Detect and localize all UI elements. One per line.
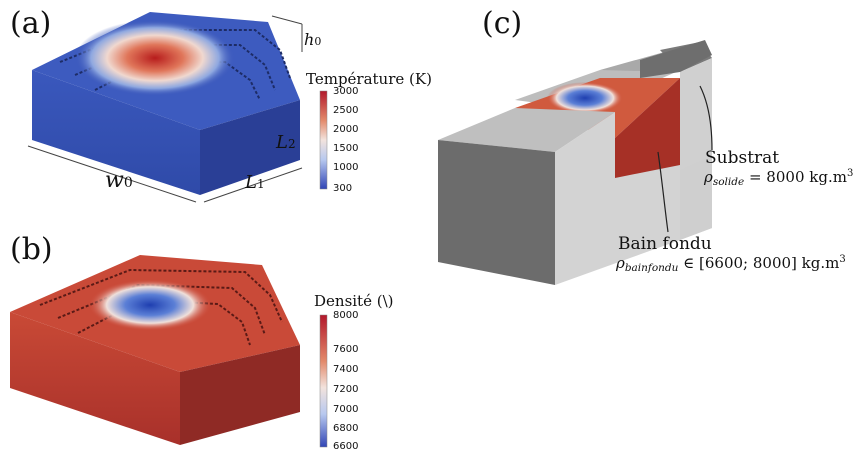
dim-L2-symbol: L: [276, 132, 288, 153]
dim-w0-symbol: w: [105, 168, 124, 193]
substrat-relation: = 8000 kg.m: [744, 168, 847, 186]
bain-rho-subscript: bainfondu: [624, 262, 679, 274]
dens-tick-7000: 7000: [333, 404, 359, 415]
dim-h0-subscript: 0: [314, 35, 322, 48]
substrat-density-formula: ρsolide = 8000 kg.m3: [704, 168, 853, 188]
substrat-rho-subscript: solide: [712, 176, 745, 188]
dens-tick-7600: 7600: [333, 344, 359, 355]
leader-lines: [657, 85, 713, 233]
temp-tick-1500: 1500: [333, 143, 359, 154]
temp-tick-1000: 1000: [333, 162, 359, 173]
dim-w0: w0: [105, 168, 133, 193]
dens-tick-8000: 8000: [333, 310, 359, 321]
dim-L2: L2: [276, 132, 296, 153]
temperature-block: [32, 12, 300, 195]
dim-h0: h0: [304, 30, 321, 49]
panel-label-a: (a): [10, 6, 52, 41]
dimension-lines-a: [27, 15, 303, 203]
bain-fondu-density-formula: ρbainfondu ∈ [6600; 8000] kg.m3: [616, 254, 846, 274]
temp-tick-3000: 3000: [333, 86, 359, 97]
density-colorbar: [319, 314, 328, 448]
substrat-rho-symbol: ρ: [704, 168, 713, 186]
temperature-colorbar-title: Température (K): [306, 70, 432, 88]
dim-w0-subscript: 0: [123, 175, 133, 191]
bain-relation: ∈ [6600; 8000] kg.m: [678, 254, 840, 272]
dim-L1-symbol: L: [245, 172, 257, 193]
density-colorbar-title: Densité (\): [314, 292, 394, 310]
dim-L2-subscript: 2: [287, 137, 296, 151]
substrat-label: Substrat: [705, 148, 780, 168]
temp-tick-2000: 2000: [333, 124, 359, 135]
dens-tick-6800: 6800: [333, 423, 359, 434]
temperature-colorbar: [319, 90, 328, 190]
bain-fondu-label: Bain fondu: [618, 234, 712, 254]
dim-L1: L1: [245, 172, 265, 193]
density-block: [10, 255, 300, 445]
panel-label-c: (c): [482, 6, 523, 41]
substrat-exponent: 3: [846, 168, 854, 179]
dens-tick-7200: 7200: [333, 384, 359, 395]
dens-tick-7400: 7400: [333, 364, 359, 375]
temp-tick-300: 300: [333, 183, 353, 194]
dim-L1-subscript: 1: [256, 177, 265, 191]
temp-tick-2500: 2500: [333, 105, 359, 116]
substrate-block: [438, 40, 712, 285]
panel-label-b: (b): [10, 232, 53, 267]
bain-exponent: 3: [839, 254, 846, 265]
dim-h0-symbol: h: [304, 30, 315, 49]
bain-rho-symbol: ρ: [616, 254, 625, 272]
dens-tick-6600: 6600: [333, 441, 359, 452]
